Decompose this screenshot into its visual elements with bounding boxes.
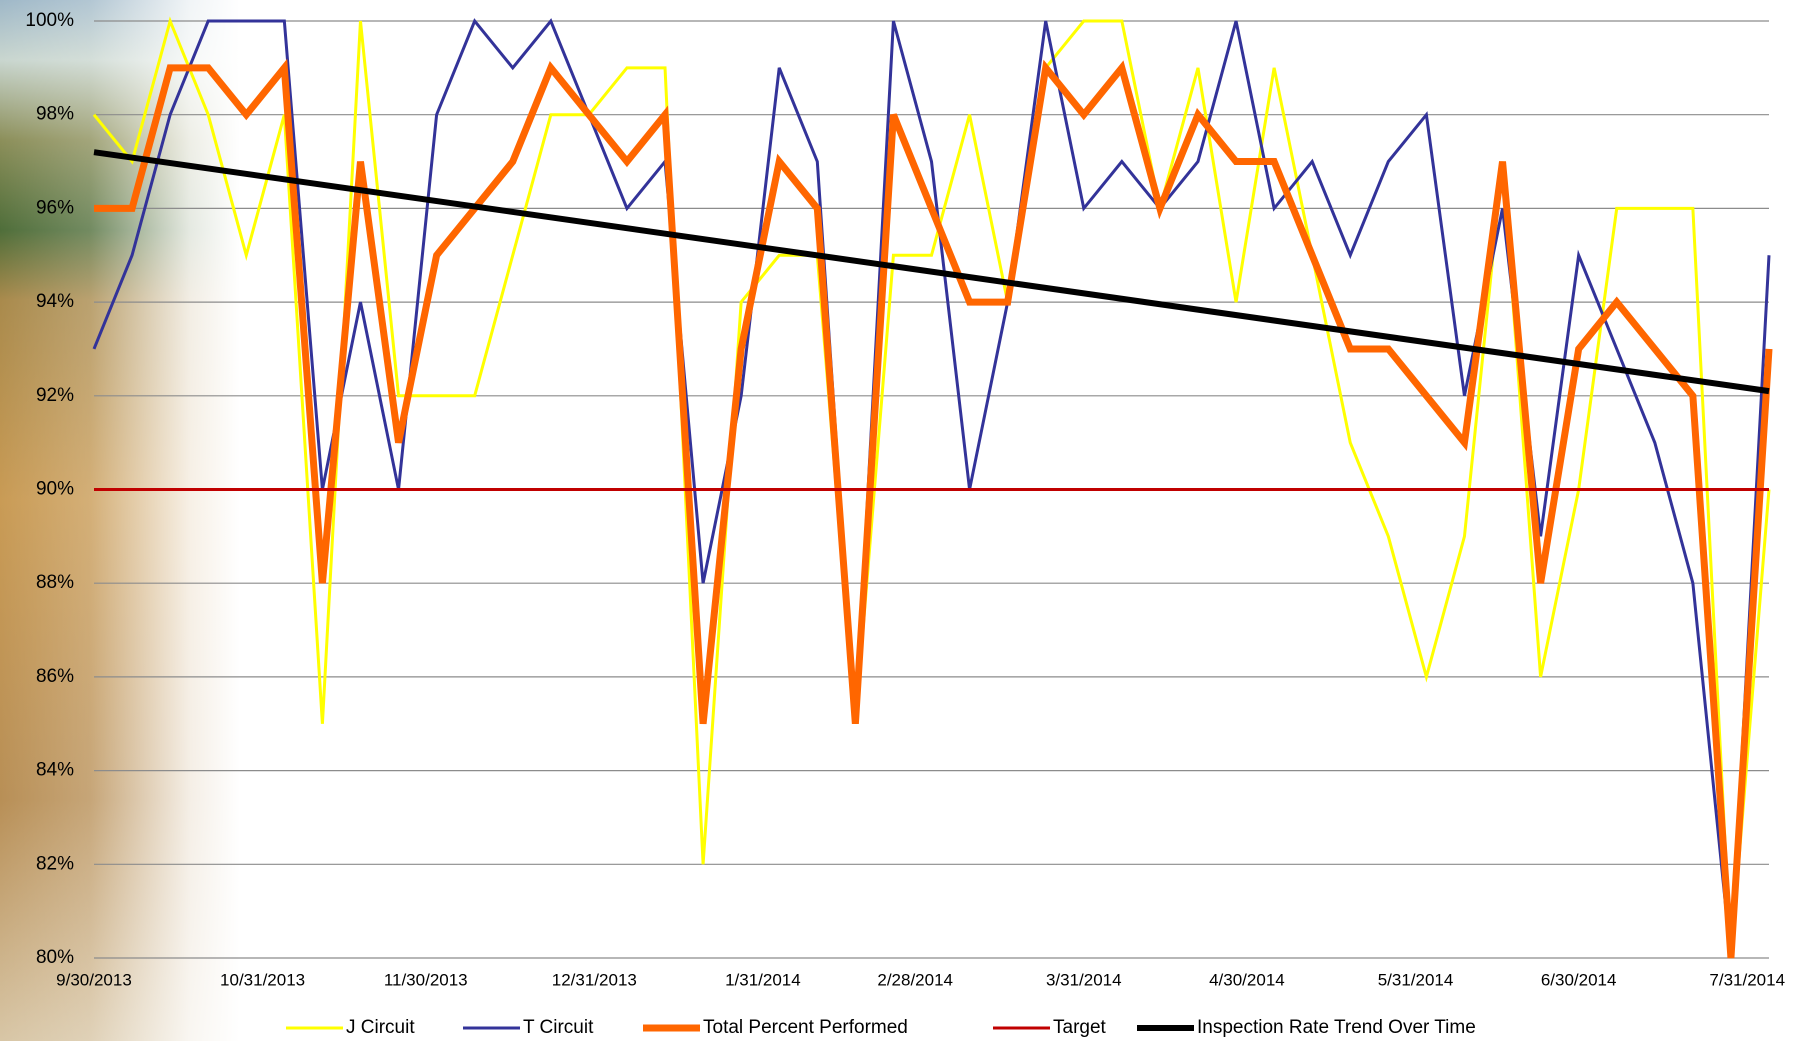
x-tick-label: 1/31/2014 xyxy=(725,970,801,989)
y-tick-label: 98% xyxy=(36,104,74,125)
x-tick-label: 2/28/2014 xyxy=(877,970,953,989)
y-tick-label: 88% xyxy=(36,572,74,593)
y-tick-label: 82% xyxy=(36,853,74,874)
y-tick-label: 96% xyxy=(36,197,74,218)
legend-label: Inspection Rate Trend Over Time xyxy=(1197,1017,1476,1038)
legend-label: Target xyxy=(1053,1017,1107,1038)
series-line xyxy=(94,68,1769,958)
x-tick-label: 10/31/2013 xyxy=(220,970,305,989)
x-tick-label: 9/30/2013 xyxy=(56,970,132,989)
y-tick-label: 80% xyxy=(36,947,74,968)
legend-label: J Circuit xyxy=(346,1017,415,1038)
y-tick-label: 84% xyxy=(36,760,74,781)
x-tick-label: 11/30/2013 xyxy=(384,970,468,989)
chart: 80% 82% 84% 86% 88% 90% 92% 94% 96% 98% 100% 9/30/2… xyxy=(0,0,1793,1041)
x-tick-label: 6/30/2014 xyxy=(1541,970,1617,989)
x-tick-label: 5/31/2014 xyxy=(1378,970,1454,989)
x-tick-label: 3/31/2014 xyxy=(1046,970,1122,989)
y-tick-label: 90% xyxy=(36,479,74,500)
y-tick-label: 94% xyxy=(36,291,74,312)
x-tick-label: 4/30/2014 xyxy=(1209,970,1285,989)
legend-label: Total Percent Performed xyxy=(703,1017,908,1038)
x-tick-label: 12/31/2013 xyxy=(552,970,637,989)
legend-label: T Circuit xyxy=(523,1017,594,1038)
y-tick-label: 92% xyxy=(36,385,74,406)
x-tick-label: 7/31/2014 xyxy=(1709,970,1785,989)
y-tick-label: 86% xyxy=(36,666,74,687)
y-tick-label: 100% xyxy=(25,10,74,31)
